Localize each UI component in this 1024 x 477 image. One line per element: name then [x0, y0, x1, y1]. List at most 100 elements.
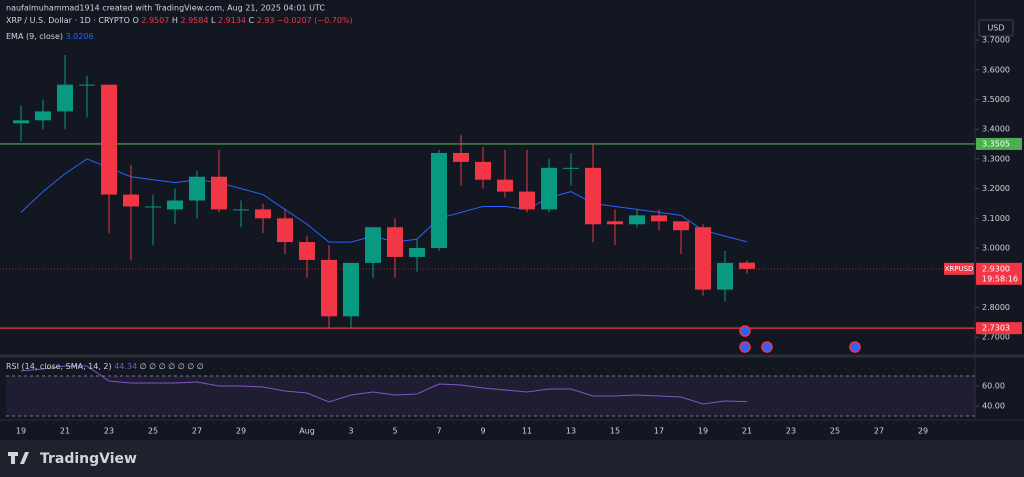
currency[interactable]: USD	[987, 24, 1004, 33]
event-icon	[761, 341, 773, 353]
candle-body	[409, 248, 425, 257]
candle-body	[299, 242, 315, 260]
x-tick-label: 5	[392, 427, 397, 436]
candle-body	[189, 176, 205, 201]
ema-name: EMA (9, close)	[6, 32, 63, 41]
x-tick-label: 23	[786, 427, 796, 436]
y-tick-label: 2.8000	[982, 303, 1010, 312]
candle-body	[343, 262, 359, 317]
brand-logo	[8, 452, 29, 464]
candle-body	[563, 167, 579, 169]
x-tick-label: 27	[874, 427, 884, 436]
candle-body	[739, 262, 755, 269]
last-price-marker	[976, 262, 1022, 285]
y-tick-label: 3.3000	[982, 154, 1010, 163]
last-price-label: 2.9300	[982, 264, 1010, 273]
y-tick-label: 3.7000	[982, 36, 1010, 45]
y-tick-label: 3.1000	[982, 214, 1010, 223]
x-tick-label: 19	[698, 427, 708, 436]
candle-body	[277, 218, 293, 243]
candle-body	[387, 227, 403, 257]
x-tick-label: 25	[830, 427, 840, 436]
x-tick-label: 27	[192, 427, 202, 436]
candle-body	[497, 179, 513, 192]
x-tick-label: 9	[480, 427, 485, 436]
rsi-extras: ∅ ∅ ∅ ∅ ∅ ∅ ∅	[140, 362, 204, 371]
candle-body	[695, 227, 711, 290]
brand: TradingView	[40, 451, 137, 467]
candle-body	[35, 111, 51, 121]
candle-body	[629, 215, 645, 225]
ohlc-letter: C	[249, 16, 255, 25]
x-tick-label: 15	[610, 427, 620, 436]
candle-body	[145, 206, 161, 208]
candle-body	[607, 221, 623, 225]
change: −0.0207 (−0.70%)	[277, 16, 353, 25]
x-tick-label: 21	[742, 427, 752, 436]
y-tick-label: 3.2000	[982, 184, 1010, 193]
rsi-line	[20, 365, 748, 405]
ema-line	[20, 158, 748, 243]
y-tick-label: 3.5000	[982, 95, 1010, 104]
rsi-legend: RSI (14, close, SMA, 14, 2) 44.34 ∅ ∅ ∅ …	[6, 362, 204, 371]
symbol: XRP / U.S. Dollar · 1D · CRYPTO	[6, 16, 130, 25]
ohlc-letter: L	[211, 16, 216, 25]
candle-body	[123, 194, 139, 207]
candle-body	[475, 161, 491, 180]
currency-button[interactable]	[978, 19, 1014, 37]
x-tick-label: 3	[348, 427, 353, 436]
rsi-value: 44.34	[114, 362, 137, 371]
price-marker-label: 3.3505	[982, 139, 1010, 148]
rsi-tick-label: 40.00	[982, 402, 1005, 411]
chart-background	[0, 0, 1024, 440]
price-marker	[976, 322, 1022, 335]
y-tick-label: 3.4000	[982, 125, 1010, 134]
candle-body	[13, 120, 29, 124]
candle-body	[717, 262, 733, 290]
candle-body	[651, 215, 667, 222]
x-tick-label: 7	[436, 427, 441, 436]
event-icon	[739, 341, 751, 353]
x-tick-label: Aug	[299, 427, 315, 436]
ohlc-value: 2.93	[257, 16, 275, 25]
x-tick-label: 11	[522, 427, 532, 436]
y-tick-label: 3.0000	[982, 244, 1010, 253]
symbol-marker-label: XRPUSD	[945, 265, 974, 273]
x-tick-label: 29	[236, 427, 246, 436]
footer-bar	[0, 440, 1024, 477]
x-tick-label: 21	[60, 427, 70, 436]
ema-value: 3.0206	[66, 32, 94, 41]
ohlc-letter: H	[172, 16, 178, 25]
candle-body	[321, 259, 337, 317]
rsi-name: RSI (14, close, SMA, 14, 2)	[6, 362, 112, 371]
rsi-band	[6, 376, 975, 416]
candle-body	[167, 200, 183, 210]
event-icon	[849, 341, 861, 353]
ohlc-value: 2.9584	[180, 16, 208, 25]
candle-body	[233, 209, 249, 211]
candle-body	[79, 84, 95, 86]
author-line: naufalmuhammad1914 created with TradingV…	[6, 4, 325, 13]
x-tick-label: 19	[16, 427, 26, 436]
x-tick-label: 25	[148, 427, 158, 436]
candle-body	[541, 167, 557, 210]
x-tick-label: 13	[566, 427, 576, 436]
candle-body	[431, 152, 447, 249]
x-tick-label: 29	[918, 427, 928, 436]
symbol-marker	[944, 262, 974, 275]
candle-body	[101, 84, 117, 195]
price-marker-label: 2.7303	[982, 324, 1010, 333]
candle-body	[365, 227, 381, 263]
candle-body	[519, 191, 535, 210]
countdown: 19:58:16	[982, 274, 1018, 283]
candle-body	[585, 167, 601, 225]
ohlc-letter: O	[132, 16, 138, 25]
candle-body	[57, 84, 73, 112]
ema-legend: EMA (9, close) 3.0206	[6, 32, 94, 41]
x-tick-label: 17	[654, 427, 664, 436]
symbol-legend: XRP / U.S. Dollar · 1D · CRYPTO O 2.9507…	[6, 16, 353, 25]
ohlc-value: 2.9507	[141, 16, 169, 25]
candle-body	[453, 152, 469, 162]
candle-body	[211, 176, 227, 210]
